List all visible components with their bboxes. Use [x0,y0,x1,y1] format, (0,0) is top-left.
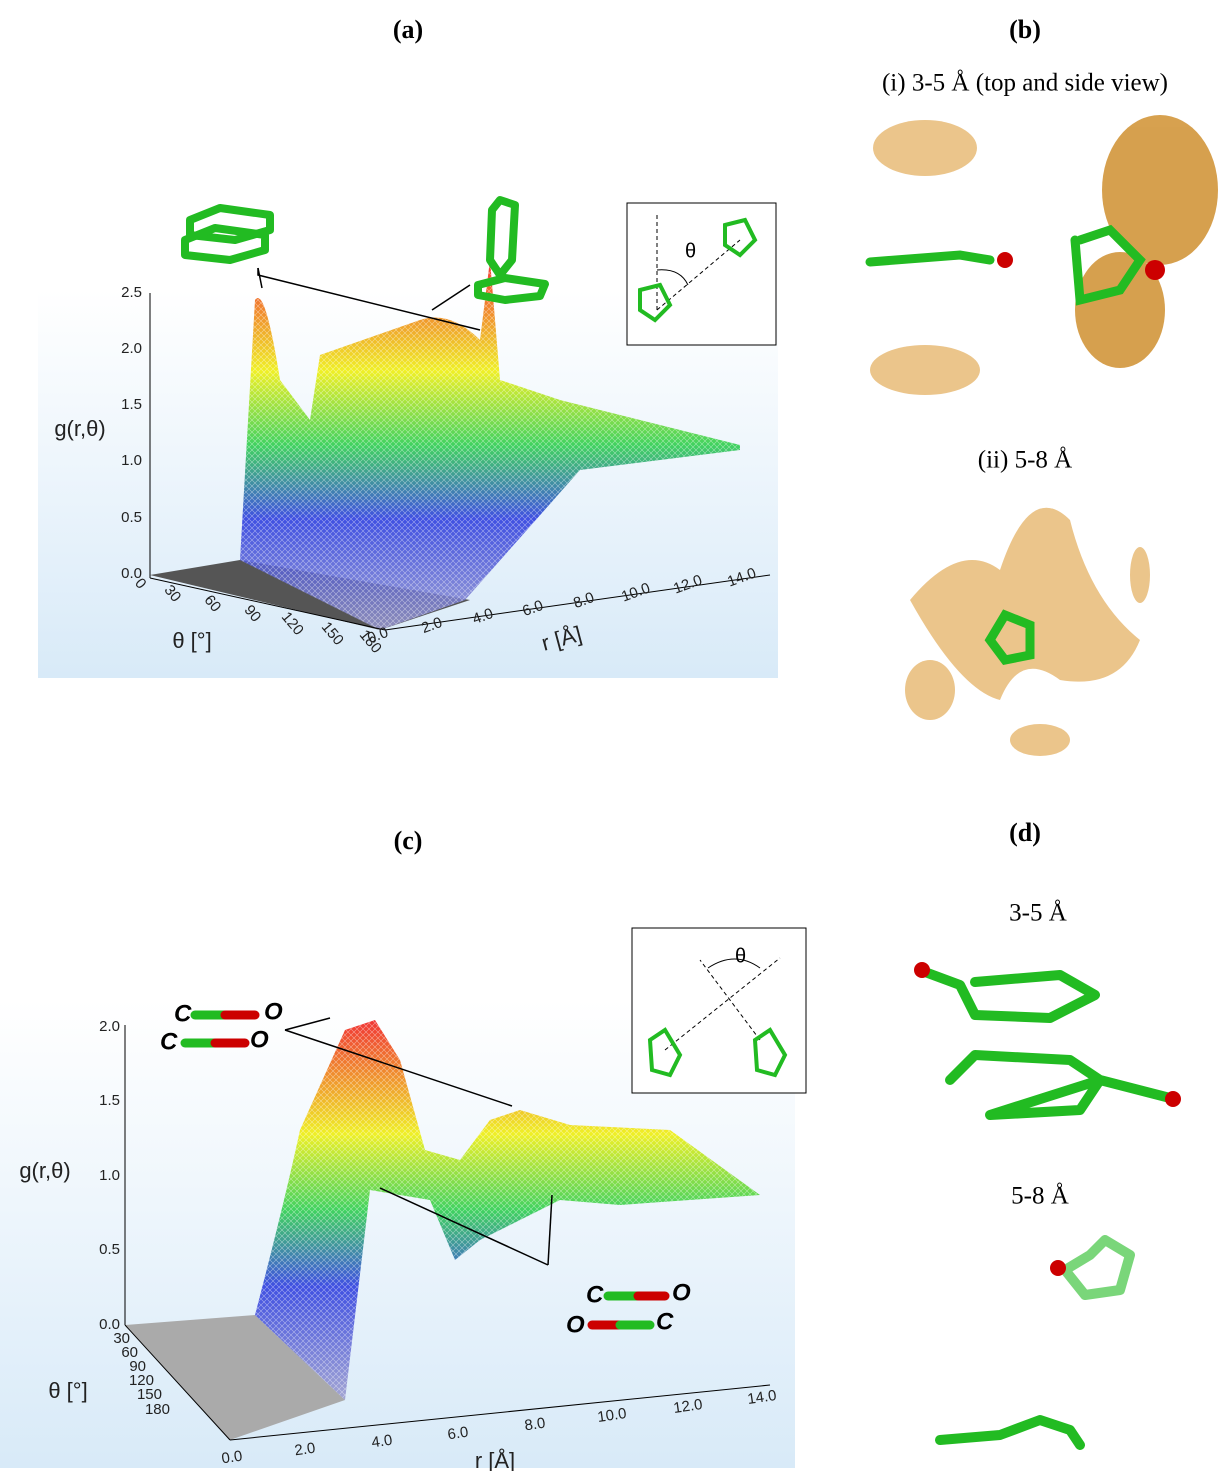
atom-label: O [672,1279,691,1306]
section-title: (ii) 5-8 Å [978,447,1072,474]
inset-label: θ [735,945,746,967]
atom-label: O [250,1026,269,1053]
y-tick-label: 2.0 [99,1018,120,1035]
r-tick-label: 4.0 [370,1432,393,1452]
molecule-icons [185,200,545,300]
atom-label: O [264,998,283,1025]
atom-label: C [174,1000,192,1027]
atom-label: C [656,1308,674,1335]
theta-axis-label: θ [°] [48,1378,87,1403]
panel-label: (c) [394,826,423,855]
y-tick-label: 2.0 [121,340,142,357]
theta-axis-label: θ [°] [172,628,211,653]
y-axis-label: g(r,θ) [19,1158,70,1183]
r-tick-label: 2.0 [293,1440,316,1460]
section-title: 3-5 Å [1009,900,1067,927]
panel-label: (a) [393,15,423,44]
r-axis-label: r [Å] [475,1448,515,1471]
figure: (a) 2.5 2.0 1.5 1.0 0.5 0.0 0 30 60 90 1… [0,0,1220,1471]
panel-label: (d) [1009,818,1041,847]
oxygen-atoms [914,962,1181,1276]
y-tick-label: 2.5 [121,284,142,301]
section-title: (i) 3-5 Å (top and side view) [882,70,1168,97]
y-axis-label: g(r,θ) [54,416,105,441]
y-tick-label: 1.5 [99,1092,120,1109]
theta-tick-label: 180 [145,1401,170,1418]
panel-label: (b) [1009,15,1041,44]
y-tick-label: 1.5 [121,396,142,413]
y-tick-label: 1.0 [99,1167,120,1184]
section-title: 5-8 Å [1011,1183,1069,1210]
inset-label: θ [685,240,696,262]
y-tick-label: 0.5 [99,1241,120,1258]
r-tick-label: 8.0 [523,1415,546,1435]
inset-box [627,203,776,345]
atom-label: O [566,1311,585,1338]
atom-label: C [586,1281,604,1308]
isosurfaces [870,115,1218,756]
r-tick-label: 6.0 [446,1424,469,1444]
r-tick-label: 0.0 [220,1448,243,1468]
y-tick-label: 0.5 [121,509,142,526]
y-tick-label: 1.0 [121,452,142,469]
atom-label: C [160,1028,178,1055]
